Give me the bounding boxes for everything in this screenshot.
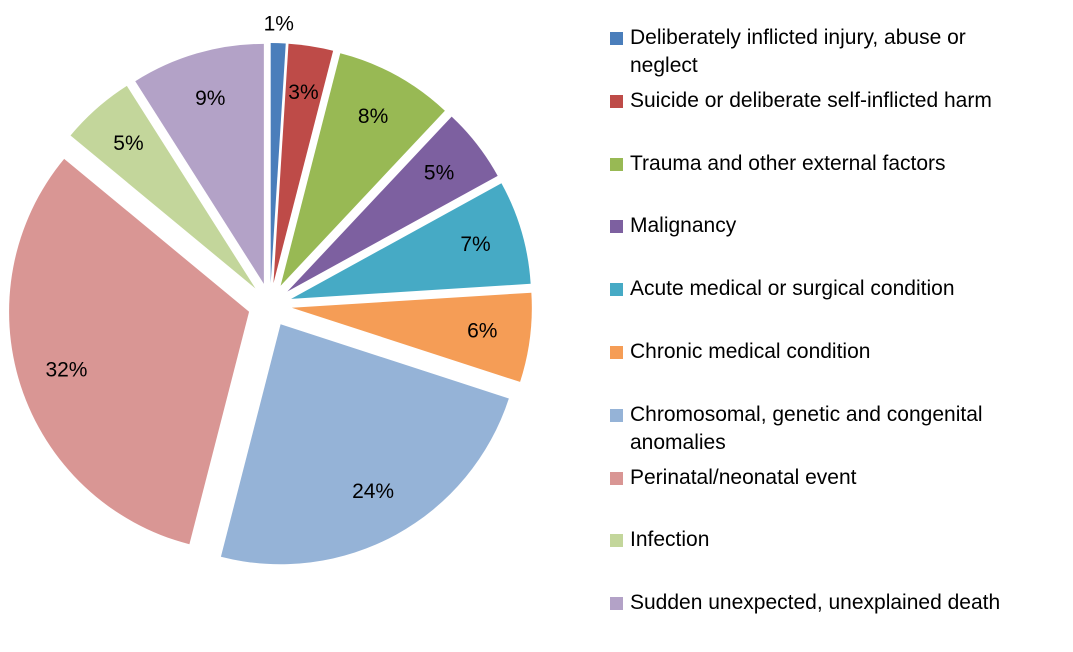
legend-item: Sudden unexpected, unexplained death: [610, 589, 1060, 652]
data-label: 32%: [45, 359, 87, 382]
legend-label: Sudden unexpected, unexplained death: [630, 591, 1001, 615]
legend-label: Perinatal/neonatal event: [630, 465, 857, 489]
legend-label: Malignancy: [630, 214, 737, 238]
legend-label: Acute medical or surgical condition: [630, 277, 955, 301]
data-label: 1%: [264, 13, 294, 36]
legend-swatch: [610, 32, 623, 45]
legend-item: Acute medical or surgical condition: [610, 275, 1060, 338]
legend-label: Deliberately inflicted injury, abuse or …: [630, 26, 966, 77]
legend-swatch: [610, 94, 623, 108]
pie-slice: [70, 85, 256, 289]
pie-slice: [273, 43, 334, 284]
legend-item: Malignancy: [610, 212, 1060, 275]
chart: 1% 3% 8% 5% 7% 6% 24% 32% 5% 9%: [9, 13, 532, 565]
legend-item: Chronic medical condition: [610, 338, 1060, 401]
legend-item: Deliberately inflicted injury, abuse or …: [610, 24, 1060, 87]
data-label: 6%: [467, 319, 497, 342]
legend-swatch: [610, 283, 623, 297]
legend-item: Infection: [610, 526, 1060, 589]
data-label: 9%: [195, 87, 225, 110]
legend-label: Infection: [630, 528, 710, 552]
data-label: 24%: [352, 480, 394, 503]
pie-slice: [270, 43, 286, 284]
legend-item: Perinatal/neonatal event: [610, 464, 1060, 527]
legend-item: Suicide or deliberate self-inflicted har…: [610, 87, 1060, 150]
legend-label: Suicide or deliberate self-inflicted har…: [630, 88, 992, 112]
legend-swatch: [610, 408, 623, 422]
legend-swatch: [610, 534, 623, 548]
legend-label: Trauma and other external factors: [630, 151, 946, 175]
pie-slice: [280, 53, 445, 286]
pie-slice: [291, 183, 531, 299]
legend-swatch: [610, 471, 623, 485]
data-label: 5%: [113, 132, 143, 155]
legend-item: Trauma and other external factors: [610, 150, 1060, 213]
legend-swatch: [610, 597, 623, 611]
data-label: 8%: [358, 105, 388, 128]
legend-swatch: [610, 345, 623, 359]
legend-item: Chromosomal, genetic and congenital anom…: [610, 401, 1060, 464]
legend-label: Chromosomal, genetic and congenital anom…: [630, 402, 983, 454]
legend: Deliberately inflicted injury, abuse or …: [610, 24, 1060, 652]
legend-swatch: [610, 220, 623, 234]
pie-slice: [9, 158, 250, 545]
legend-swatch: [610, 157, 623, 171]
data-label: 7%: [460, 233, 490, 256]
data-label: 3%: [288, 81, 318, 104]
pie-slice: [291, 292, 532, 382]
legend-label: Chronic medical condition: [630, 339, 871, 363]
pie-slice: [287, 116, 498, 292]
pie-slice: [220, 324, 509, 565]
pie-slice: [135, 43, 264, 284]
data-label: 5%: [424, 161, 454, 184]
